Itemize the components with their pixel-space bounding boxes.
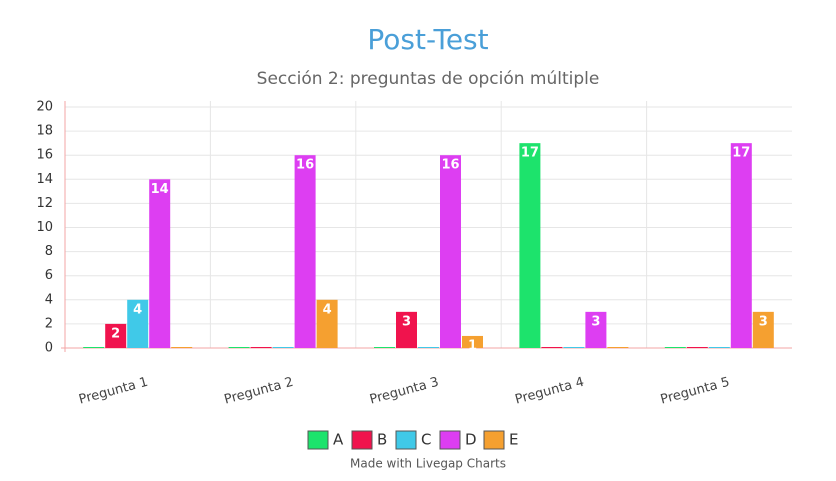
y-tick-label: 4 — [45, 292, 53, 307]
bar — [316, 299, 338, 348]
data-label: 4 — [323, 302, 332, 317]
data-label: 3 — [759, 314, 768, 329]
bar — [272, 347, 294, 348]
y-tick-label: 14 — [36, 172, 53, 187]
bar — [752, 311, 774, 348]
bar — [149, 179, 171, 348]
legend-swatch — [395, 430, 417, 450]
data-label: 17 — [732, 146, 750, 161]
bar — [418, 347, 439, 348]
y-tick-label: 16 — [36, 148, 53, 163]
bar — [585, 311, 607, 348]
x-tick-label: Pregunta 2 — [223, 375, 295, 408]
legend-label: D — [465, 431, 477, 449]
bar — [708, 347, 730, 348]
bar — [541, 347, 563, 348]
bar — [127, 299, 149, 348]
bar — [563, 347, 585, 348]
x-tick-label: Pregunta 1 — [77, 375, 149, 408]
legend-label: C — [421, 431, 431, 449]
legend-label: A — [333, 431, 344, 449]
bar — [686, 347, 708, 348]
data-label: 16 — [296, 158, 314, 173]
bar — [462, 335, 483, 348]
data-label: 4 — [133, 302, 142, 317]
y-tick-label: 10 — [36, 220, 53, 235]
bar — [105, 323, 127, 348]
x-tick-label: Pregunta 4 — [513, 375, 585, 408]
y-tick-label: 12 — [36, 196, 53, 211]
y-tick-label: 8 — [45, 244, 53, 259]
data-label: 14 — [151, 182, 169, 197]
data-label: 3 — [591, 314, 600, 329]
y-tick-label: 2 — [45, 316, 53, 331]
x-tick-label: Pregunta 3 — [368, 375, 440, 408]
data-label: 3 — [402, 314, 411, 329]
data-label: 16 — [441, 158, 459, 173]
y-tick-label: 0 — [45, 341, 53, 356]
data-label: 1 — [468, 338, 477, 353]
bar — [171, 347, 193, 348]
bar — [228, 347, 250, 348]
bar — [294, 155, 316, 348]
bar — [83, 347, 105, 348]
x-tick-label: Pregunta 5 — [659, 375, 731, 408]
credit: Made with Livegap Charts — [350, 457, 506, 471]
y-tick-label: 6 — [45, 268, 53, 283]
data-label: 2 — [111, 326, 120, 341]
legend-label: B — [377, 431, 387, 449]
bar — [440, 155, 461, 348]
bar — [664, 347, 686, 348]
bar — [730, 143, 752, 348]
bar — [396, 311, 417, 348]
data-label: 17 — [521, 146, 539, 161]
legend-label: E — [509, 431, 518, 449]
bar — [374, 347, 395, 348]
legend-swatch — [307, 430, 329, 450]
bar — [519, 143, 541, 348]
y-tick-label: 18 — [36, 124, 53, 139]
legend-swatch — [439, 430, 461, 450]
legend-swatch — [351, 430, 373, 450]
chart-subtitle: Sección 2: preguntas de opción múltiple — [257, 69, 600, 89]
legend-swatch — [483, 430, 505, 450]
bar — [607, 347, 629, 348]
bar — [250, 347, 272, 348]
chart-title: Post-Test — [367, 23, 488, 56]
y-tick-label: 20 — [36, 100, 53, 115]
